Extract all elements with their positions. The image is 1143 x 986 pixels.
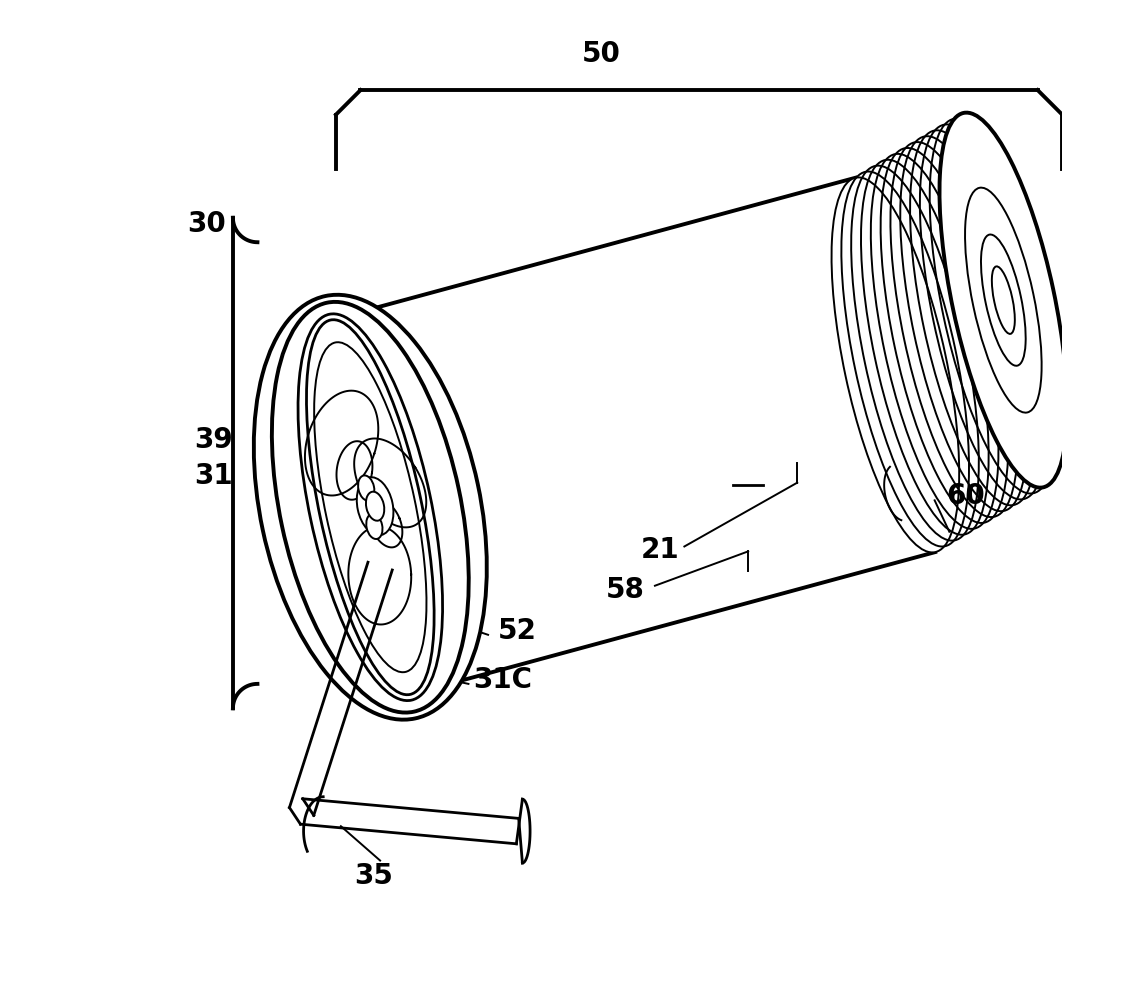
Text: 31C: 31C [473,666,533,693]
Text: 31: 31 [194,461,233,489]
Text: 52: 52 [498,616,537,644]
Ellipse shape [358,476,375,501]
Ellipse shape [306,320,434,695]
Text: 35: 35 [354,862,393,889]
Ellipse shape [314,343,426,672]
Ellipse shape [832,178,959,553]
Ellipse shape [357,477,393,535]
Ellipse shape [272,303,469,713]
Ellipse shape [366,492,384,522]
Text: 60: 60 [946,482,985,510]
Ellipse shape [940,113,1068,488]
Text: 58: 58 [606,575,645,603]
Text: 21: 21 [641,535,679,564]
Text: 30: 30 [187,209,226,238]
Text: 39: 39 [194,425,233,453]
Ellipse shape [254,296,487,720]
Ellipse shape [298,315,442,701]
Text: 50: 50 [582,39,621,68]
Ellipse shape [366,515,383,539]
